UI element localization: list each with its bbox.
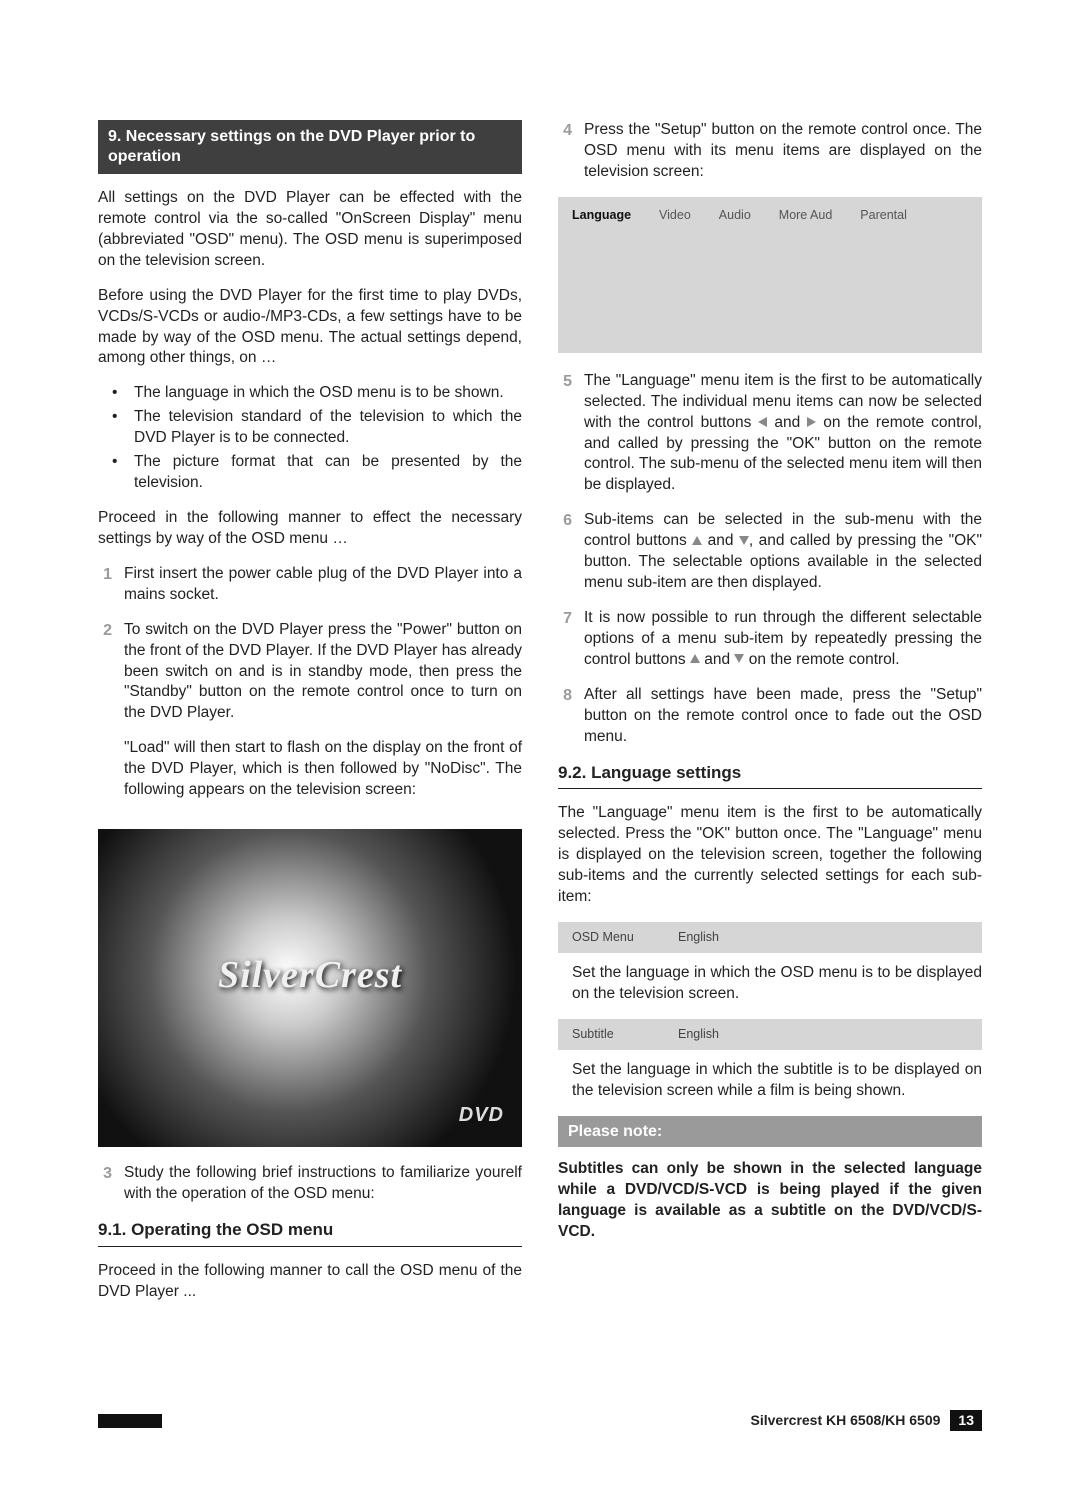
footer-right: Silvercrest KH 6508/KH 6509 13 [751, 1410, 982, 1431]
please-note-bar: Please note: [558, 1116, 982, 1148]
intro-para-2: Before using the DVD Player for the firs… [98, 286, 522, 370]
section-92-intro: The "Language" menu item is the first to… [558, 803, 982, 908]
triangle-up-icon [692, 536, 702, 545]
left-column: 9. Necessary settings on the DVD Player … [98, 120, 522, 1317]
tv-screenshot-image: SilverCrest DVD [98, 829, 522, 1147]
footer-product: Silvercrest KH 6508/KH 6509 [751, 1411, 941, 1430]
footer-black-mark [98, 1414, 162, 1428]
step-body: To switch on the DVD Player press the "P… [124, 620, 522, 815]
osd-menu-screenshot: Language Video Audio More Aud Parental [558, 197, 982, 353]
page-footer: Silvercrest KH 6508/KH 6509 13 [98, 1410, 982, 1431]
dvd-logo-text: DVD [459, 1102, 504, 1129]
proceed-para: Proceed in the following manner to effec… [98, 508, 522, 550]
page-columns: 9. Necessary settings on the DVD Player … [98, 120, 982, 1317]
bullet-item: The television standard of the televisio… [120, 407, 522, 449]
step-6: 6 Sub-items can be selected in the sub-m… [558, 510, 982, 594]
step-number: 7 [558, 608, 572, 671]
step-2-text-b: "Load" will then start to flash on the d… [124, 738, 522, 801]
bullet-item: The picture format that can be presented… [120, 452, 522, 494]
triangle-down-icon [734, 654, 744, 663]
right-column: 4 Press the "Setup" button on the remote… [558, 120, 982, 1317]
step-number: 5 [558, 371, 572, 497]
intro-para-1: All settings on the DVD Player can be ef… [98, 188, 522, 272]
step-number: 2 [98, 620, 112, 815]
section-92-heading: 9.2. Language settings [558, 762, 982, 790]
bullet-item: The language in which the OSD menu is to… [120, 383, 522, 404]
setting-label: OSD Menu [572, 929, 642, 946]
setting-row1-desc: Set the language in which the OSD menu i… [558, 963, 982, 1005]
section-9-header: 9. Necessary settings on the DVD Player … [98, 120, 522, 174]
osd-tab-parental: Parental [860, 207, 907, 224]
setting-row-subtitle: Subtitle English [558, 1019, 982, 1050]
steps-list-right-2: 5 The "Language" menu item is the first … [558, 371, 982, 748]
setting-row2-desc: Set the language in which the subtitle i… [558, 1060, 982, 1102]
step-body: Sub-items can be selected in the sub-men… [584, 510, 982, 594]
step6-b: and [702, 532, 739, 549]
steps-list-left: 1 First insert the power cable plug of t… [98, 564, 522, 815]
please-note-body: Subtitles can only be shown in the selec… [558, 1159, 982, 1243]
step-body: After all settings have been made, press… [584, 685, 982, 748]
step-body: The "Language" menu item is the first to… [584, 371, 982, 497]
osd-tabs-row: Language Video Audio More Aud Parental [572, 207, 968, 224]
step-number: 4 [558, 120, 572, 183]
step-number: 8 [558, 685, 572, 748]
triangle-left-icon [758, 417, 767, 427]
step-body: Study the following brief instructions t… [124, 1163, 522, 1205]
settings-bullets: The language in which the OSD menu is to… [98, 383, 522, 494]
osd-tab-audio: Audio [719, 207, 751, 224]
step-8: 8 After all settings have been made, pre… [558, 685, 982, 748]
section-91-intro: Proceed in the following manner to call … [98, 1261, 522, 1303]
setting-value: English [678, 929, 719, 946]
osd-tab-video: Video [659, 207, 691, 224]
step7-b: and [700, 651, 734, 668]
step-2-text-a: To switch on the DVD Player press the "P… [124, 621, 522, 722]
osd-tab-more-aud: More Aud [779, 207, 833, 224]
setting-label: Subtitle [572, 1026, 642, 1043]
step-body: It is now possible to run through the di… [584, 608, 982, 671]
steps-list-right: 4 Press the "Setup" button on the remote… [558, 120, 982, 183]
step5-b: and [767, 414, 807, 431]
step-5: 5 The "Language" menu item is the first … [558, 371, 982, 497]
step7-c: on the remote control. [744, 651, 899, 668]
steps-list-left-2: 3 Study the following brief instructions… [98, 1163, 522, 1205]
step-3: 3 Study the following brief instructions… [98, 1163, 522, 1205]
step-number: 3 [98, 1163, 112, 1205]
triangle-right-icon [807, 417, 816, 427]
osd-tab-language: Language [572, 207, 631, 224]
section-91-heading: 9.1. Operating the OSD menu [98, 1219, 522, 1247]
step-2: 2 To switch on the DVD Player press the … [98, 620, 522, 815]
step-number: 6 [558, 510, 572, 594]
step-1: 1 First insert the power cable plug of t… [98, 564, 522, 606]
step-7: 7 It is now possible to run through the … [558, 608, 982, 671]
triangle-up-icon [690, 654, 700, 663]
step-number: 1 [98, 564, 112, 606]
step-body: Press the "Setup" button on the remote c… [584, 120, 982, 183]
triangle-down-icon [739, 536, 749, 545]
footer-page-number: 13 [950, 1410, 982, 1431]
setting-value: English [678, 1026, 719, 1043]
brand-logo-text: SilverCrest [98, 950, 522, 1001]
step-4: 4 Press the "Setup" button on the remote… [558, 120, 982, 183]
step-body: First insert the power cable plug of the… [124, 564, 522, 606]
setting-row-osd-menu: OSD Menu English [558, 922, 982, 953]
